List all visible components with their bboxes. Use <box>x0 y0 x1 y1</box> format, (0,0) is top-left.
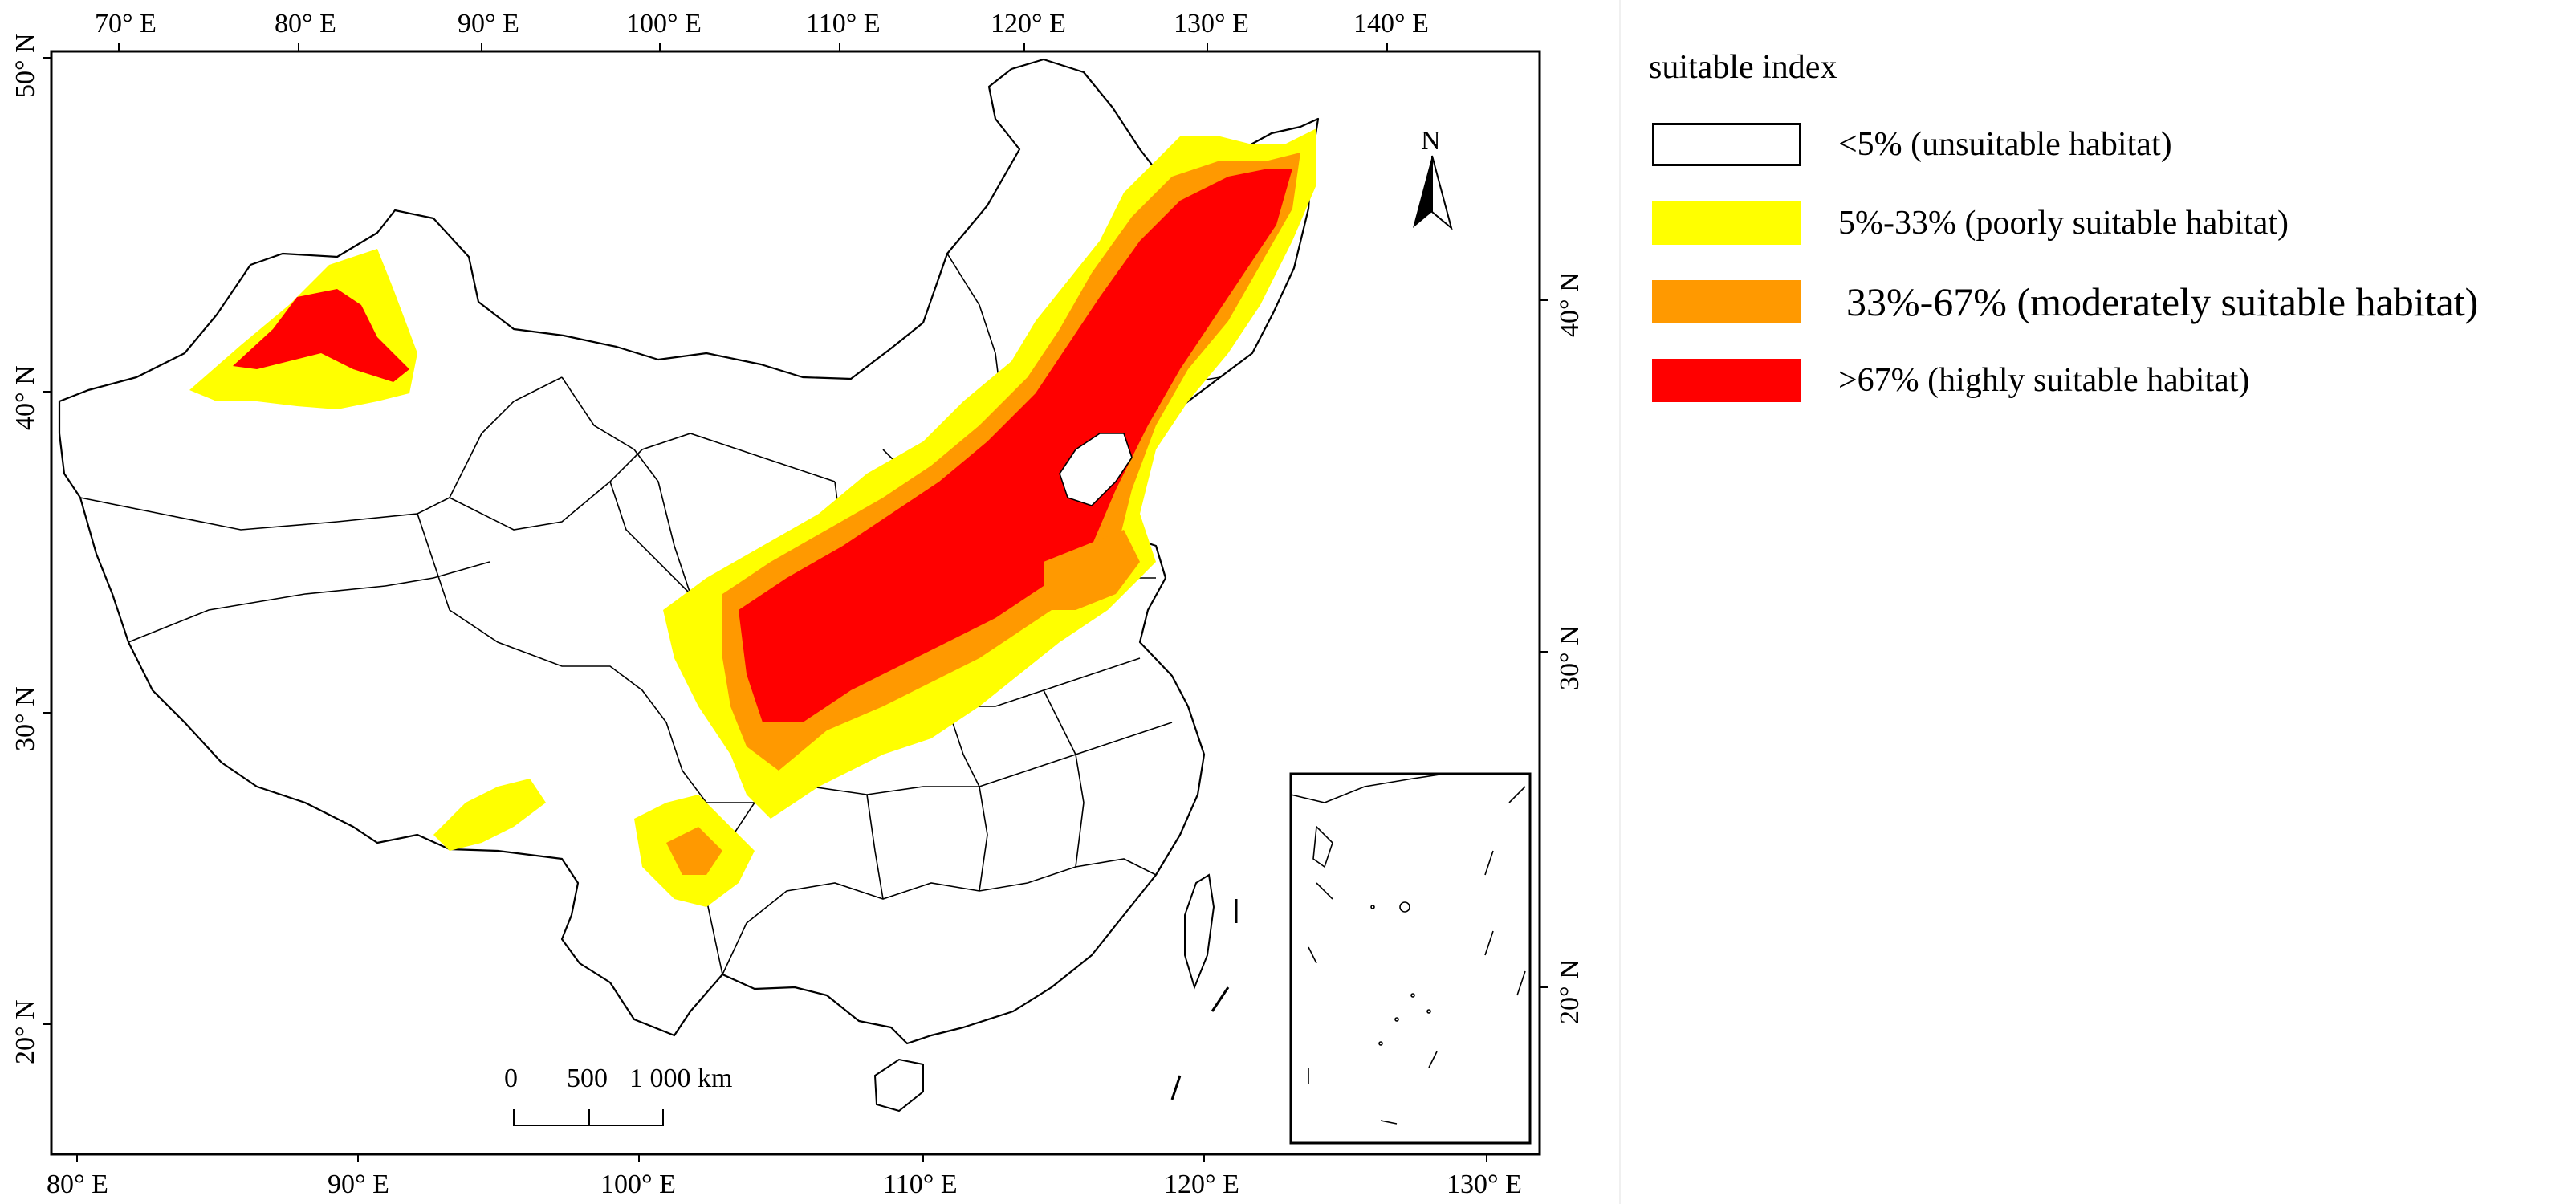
legend-label: <5% (unsuitable habitat) <box>1838 126 2172 163</box>
top-tick-label: 110° E <box>806 9 881 39</box>
legend-item-poor: 5%-33% (poorly suitable habitat) <box>1638 197 2569 249</box>
bohai-sea <box>1059 433 1133 506</box>
legend-item-high: >67% (highly suitable habitat) <box>1638 355 2569 406</box>
top-tick-label: 100° E <box>626 9 702 39</box>
legend-swatch <box>1652 280 1801 323</box>
right-tick-label: 30° N <box>1555 625 1585 690</box>
left-tick-label: 40° N <box>10 365 40 430</box>
legend-swatch <box>1652 359 1801 402</box>
hainan-island <box>873 1058 924 1112</box>
inset-map-frame <box>1289 772 1532 1145</box>
left-tick-label: 30° N <box>10 686 40 751</box>
legend-label: >67% (highly suitable habitat) <box>1838 362 2250 399</box>
top-tick-label: 130° E <box>1174 9 1249 39</box>
zone-moderate <box>666 827 722 875</box>
legend-swatch <box>1652 201 1801 245</box>
right-tick-label: 20° N <box>1555 959 1585 1024</box>
bottom-tick-label: 130° E <box>1447 1169 1522 1199</box>
legend-title: suitable index <box>1649 49 1837 86</box>
inset-map <box>1290 773 1526 1125</box>
top-tick-label: 80° E <box>275 9 336 39</box>
sea-dashes <box>1170 899 1238 1100</box>
legend-item-unsuitable: <5% (unsuitable habitat) <box>1638 119 2569 170</box>
north-arrow-label: N <box>1421 126 1441 156</box>
zone-poor <box>433 779 546 851</box>
bottom-tick-label: 90° E <box>328 1169 389 1199</box>
scale-bar: 0 500 1 000 km <box>504 1064 732 1126</box>
left-tick-label: 20° N <box>10 999 40 1064</box>
top-tick-label: 90° E <box>458 9 519 39</box>
right-tick-label: 40° N <box>1555 272 1585 337</box>
suitability-zones <box>189 128 1316 907</box>
bottom-axis: 80° E 90° E 100° E 110° E 120° E 130° E <box>47 1154 1522 1199</box>
legend-label: 5%-33% (poorly suitable habitat) <box>1838 205 2289 242</box>
right-axis: 40° N 30° N 20° N <box>1540 272 1585 1024</box>
left-axis: 50° N 40° N 30° N 20° N <box>10 33 51 1064</box>
legend-item-moderate: 33%-67% (moderately suitable habitat) <box>1638 276 2569 327</box>
legend-swatch <box>1652 123 1801 166</box>
top-tick-label: 70° E <box>95 9 157 39</box>
legend: suitable index <5% (unsuitable habitat) … <box>1638 48 2569 433</box>
left-tick-label: 50° N <box>10 33 40 98</box>
top-axis: 70° E 80° E 90° E 100° E 110° E 120° E 1… <box>95 9 1429 51</box>
zone-moderate <box>1044 530 1140 610</box>
top-tick-label: 140° E <box>1353 9 1429 39</box>
bottom-tick-label: 100° E <box>600 1169 676 1199</box>
bottom-tick-label: 80° E <box>47 1169 108 1199</box>
zone-high <box>739 169 1292 722</box>
panel-divider <box>1619 0 1621 1204</box>
bottom-tick-label: 120° E <box>1164 1169 1239 1199</box>
taiwan-island <box>1184 873 1215 990</box>
bottom-tick-label: 110° E <box>883 1169 958 1199</box>
legend-label: 33%-67% (moderately suitable habitat) <box>1846 279 2479 324</box>
scale-label-0: 0 <box>504 1064 518 1093</box>
top-tick-label: 120° E <box>991 9 1066 39</box>
zone-high <box>233 289 409 382</box>
north-arrow: N <box>1413 126 1453 230</box>
scale-label-500: 500 <box>567 1064 608 1093</box>
scale-label-1000: 1 000 km <box>629 1064 732 1093</box>
